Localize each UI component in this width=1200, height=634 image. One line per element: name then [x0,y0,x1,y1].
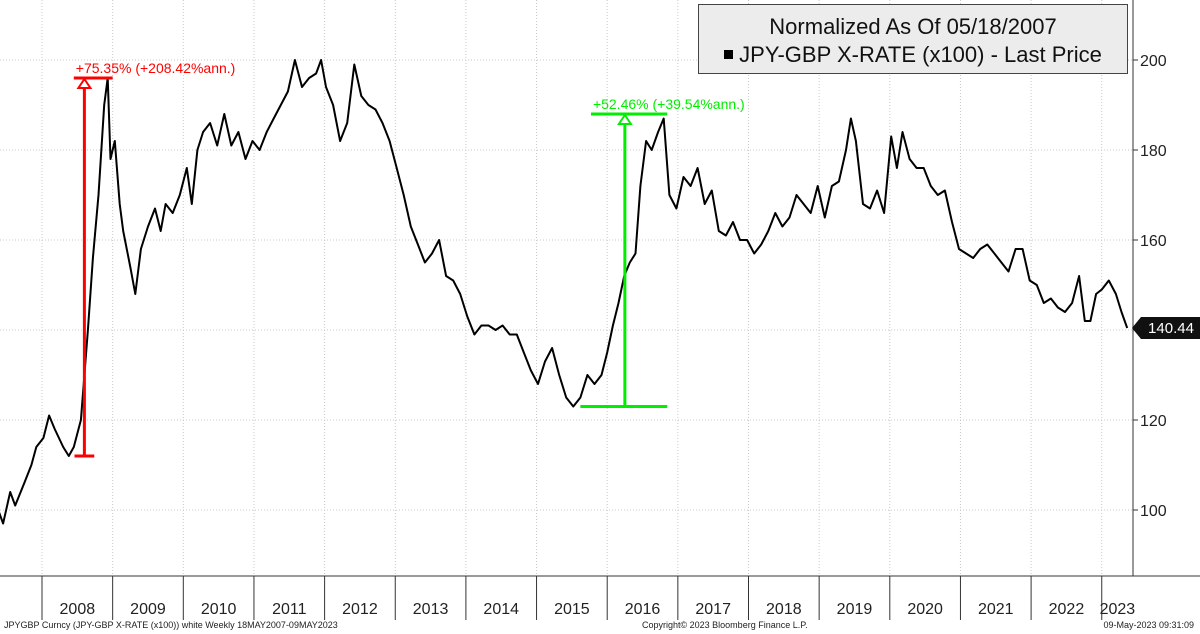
x-tick-label: 2008 [60,601,96,618]
legend: Normalized As Of 05/18/2007 JPY-GBP X-RA… [698,4,1128,74]
x-tick-label: 2021 [978,601,1014,618]
x-tick-label: 2010 [201,601,237,618]
annotation-arrow-icon [76,77,93,89]
plot-frame [0,0,1200,577]
last-price-label: 140.44 [1148,320,1194,337]
legend-entry: JPY-GBP X-RATE (x100) - Last Price [699,42,1127,68]
x-tick-label: 2009 [130,601,166,618]
y-axis-ticks: 100120140160180200 [1133,53,1167,520]
last-price-marker: 140.44 [1132,317,1200,339]
x-tick-label: 2017 [695,601,731,618]
x-tick-label: 2015 [554,601,590,618]
legend-title: Normalized As Of 05/18/2007 [769,14,1057,39]
x-tick-label: 2014 [483,601,519,618]
x-tick-label: 2012 [342,601,378,618]
footer-copyright: Copyright© 2023 Bloomberg Finance L.P. [642,620,808,630]
annotation-arrow-icon [616,113,633,125]
series-line [0,59,1129,525]
legend-entry-label: JPY-GBP X-RATE (x100) - Last Price [739,42,1102,67]
x-tick-label: 2013 [413,601,449,618]
x-tick-label: 2019 [837,601,873,618]
y-gridlines [0,59,1133,511]
x-gridlines [41,0,1103,576]
legend-swatch-icon [724,49,734,59]
x-tick-label: 2018 [766,601,802,618]
footer-security-info: JPYGBP Curncy (JPY-GBP X-RATE (x100)) wh… [4,620,338,630]
annotation-label: +52.46% (+39.54%ann.) [593,96,745,112]
y-tick-label: 160 [1140,233,1167,250]
y-tick-label: 200 [1140,53,1167,70]
footer-timestamp: 09-May-2023 09:31:09 [1103,620,1194,630]
x-axis-ticks: 2008 2009 2010 2011 2012 2013 2014 2015 2016 2017… [41,576,1136,620]
annotation-label: +75.35% (+208.42%ann.) [76,60,236,76]
x-tick-label: 2011 [272,601,307,618]
x-tick-label: 2023 [1100,601,1136,618]
y-tick-label: 120 [1140,413,1167,430]
y-tick-label: 100 [1140,503,1167,520]
y-tick-label: 180 [1140,143,1167,160]
x-tick-label: 2022 [1049,601,1085,618]
annotations-layer: +75.35% (+208.42%ann.) +52.46% (+39.54%an… [73,60,745,458]
x-tick-label: 2016 [625,601,661,618]
series-layer [0,59,1129,525]
x-tick-label: 2020 [907,601,943,618]
